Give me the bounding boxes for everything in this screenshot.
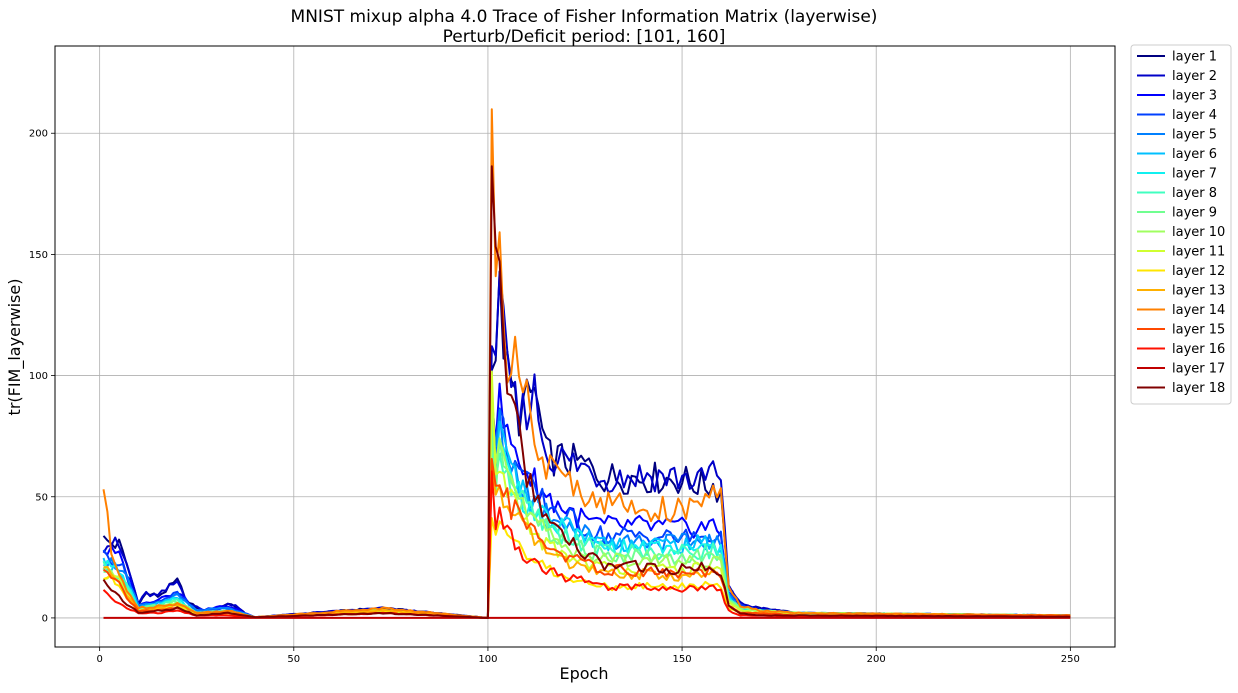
x-tick-label: 50	[287, 654, 300, 665]
y-tick-label: 150	[29, 250, 48, 261]
chart-title: MNIST mixup alpha 4.0 Trace of Fisher In…	[291, 7, 878, 27]
series-lines	[102, 108, 1071, 619]
legend-label: layer 17	[1172, 362, 1225, 377]
legend-label: layer 10	[1172, 225, 1225, 240]
legend-label: layer 7	[1172, 167, 1217, 182]
y-tick-label: 200	[29, 129, 48, 140]
legend-label: layer 9	[1172, 206, 1217, 221]
legend-label: layer 13	[1172, 284, 1225, 299]
legend-label: layer 15	[1172, 323, 1225, 338]
x-tick-label: 250	[1061, 654, 1080, 665]
x-tick-label: 150	[673, 654, 692, 665]
legend-label: layer 8	[1172, 186, 1217, 201]
x-axis-label: Epoch	[560, 664, 609, 683]
legend-label: layer 18	[1172, 381, 1225, 396]
y-tick-label: 50	[35, 492, 48, 503]
legend-label: layer 14	[1172, 303, 1225, 318]
series-line-layer-9	[103, 426, 1071, 619]
legend-label: layer 16	[1172, 342, 1225, 357]
axis-ticks: 0 50 100 150 200 250 0 50 100 150 200	[29, 129, 1080, 665]
series-line-layer-6	[102, 420, 1071, 619]
legend-label: layer 2	[1172, 69, 1217, 84]
legend-label: layer 4	[1172, 108, 1217, 123]
series-line-layer-13	[103, 460, 1071, 619]
series-line-layer-5	[103, 409, 1071, 619]
x-tick-label: 0	[96, 654, 102, 665]
legend-label: layer 3	[1172, 89, 1217, 104]
legend-label: layer 1	[1172, 50, 1217, 65]
y-axis-label: tr(FIM_layerwise)	[5, 279, 25, 416]
legend-label: layer 12	[1172, 264, 1225, 279]
series-line-layer-10	[103, 401, 1071, 619]
series-line-layer-4	[102, 392, 1071, 619]
legend-label: layer 6	[1172, 147, 1217, 162]
y-tick-label: 0	[42, 613, 48, 624]
series-line-layer-16	[102, 470, 1071, 619]
legend-label: layer 11	[1172, 245, 1225, 260]
legend: layer 1 layer 2 layer 3 layer 4 layer 5 layer…	[1130, 44, 1232, 405]
series-line-layer-7	[102, 446, 1071, 619]
x-tick-label: 100	[478, 654, 497, 665]
legend-label: layer 5	[1172, 128, 1217, 143]
plot-area-frame	[54, 45, 1116, 648]
y-tick-label: 100	[29, 371, 48, 382]
series-line-layer-18	[102, 165, 1071, 619]
x-tick-label: 200	[867, 654, 886, 665]
chart-subtitle: Perturb/Deficit period: [101, 160]	[443, 27, 726, 47]
